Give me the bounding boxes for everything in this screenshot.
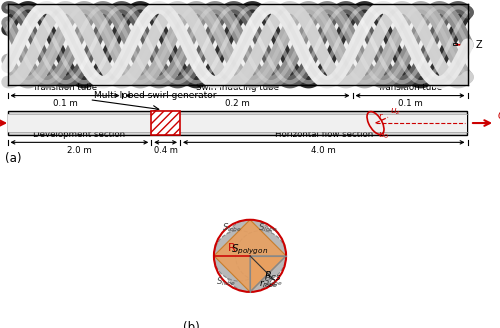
Text: Swirl inducing tube: Swirl inducing tube [196,83,279,92]
Text: 0.4 m: 0.4 m [154,146,178,155]
Text: $r_{lobe}$: $r_{lobe}$ [260,278,278,290]
Bar [151,111,180,135]
Text: $u_0$: $u_0$ [378,131,389,141]
Circle shape [214,231,264,281]
Text: Multi-lobed swirl generator: Multi-lobed swirl generator [94,91,217,100]
Text: Transition tube: Transition tube [378,83,442,92]
Text: R: R [228,243,236,253]
Text: Z: Z [476,40,482,50]
Text: Y: Y [450,27,456,36]
Text: $S_{lobe}$: $S_{lobe}$ [216,276,236,288]
Text: 4.0 m: 4.0 m [312,146,336,155]
Text: Outflow: Outflow [498,111,500,121]
Text: (a): (a) [5,152,21,165]
Text: Transition tube: Transition tube [33,83,97,92]
Text: $u_z$: $u_z$ [390,106,400,116]
Polygon shape [214,220,286,292]
Text: (b): (b) [182,321,200,328]
Bar [8,111,468,135]
Text: $r$: $r$ [378,112,384,121]
Bar [452,43,456,45]
Text: $R_{CS}$: $R_{CS}$ [264,269,281,283]
Text: 0.1 m: 0.1 m [52,99,78,108]
Text: 0.2 m: 0.2 m [225,99,250,108]
Text: 0.1 m: 0.1 m [398,99,422,108]
Circle shape [236,231,286,281]
Bar [8,4,468,85]
Text: $S_{polygon}$: $S_{polygon}$ [232,243,268,257]
Polygon shape [250,256,286,292]
Text: Development section: Development section [34,130,126,139]
Circle shape [224,220,276,270]
Text: $S_{lobe}$: $S_{lobe}$ [258,221,278,234]
Circle shape [224,241,276,292]
Text: $S_{lobe}$: $S_{lobe}$ [264,276,283,288]
Text: Horizontal flow section: Horizontal flow section [274,130,373,139]
Bar [8,114,468,132]
Text: 2.0 m: 2.0 m [67,146,92,155]
Text: $S_{lobe}$: $S_{lobe}$ [222,221,242,234]
